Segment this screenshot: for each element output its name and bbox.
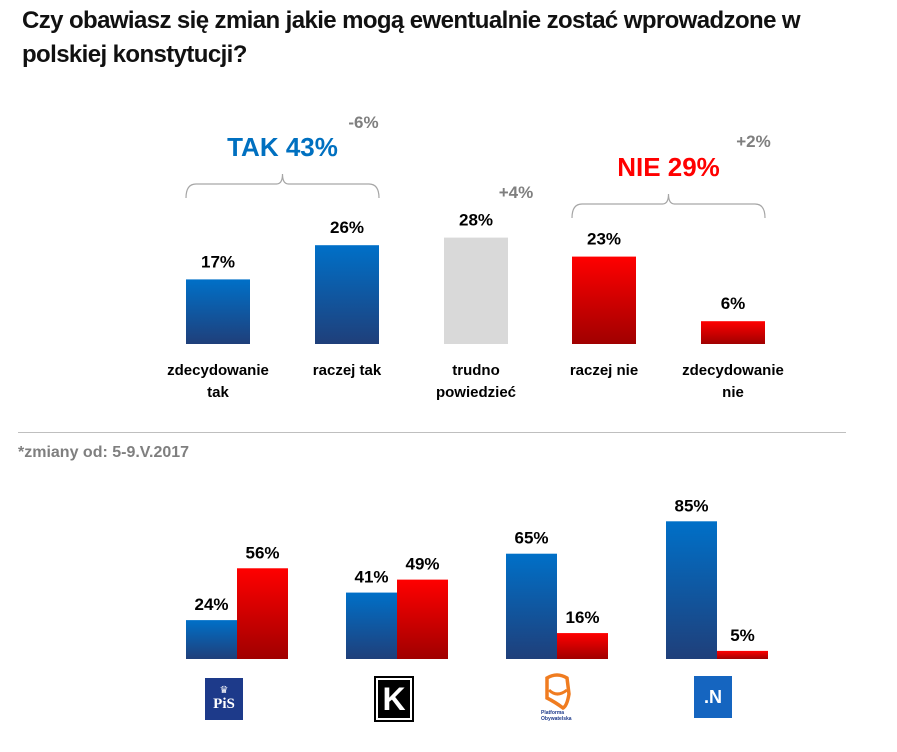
- po-text-1: Platforma: [541, 710, 564, 716]
- bar-4: [701, 321, 765, 344]
- value-label: 56%: [245, 543, 279, 562]
- nowoczesna-logo: .N: [694, 676, 732, 718]
- value-label: 23%: [587, 230, 621, 249]
- value-label: 85%: [674, 496, 708, 515]
- bar-2: [444, 237, 508, 344]
- kukiz-logo: K: [374, 676, 414, 722]
- category-label: raczej nie: [570, 362, 638, 379]
- bar-1: [315, 245, 379, 344]
- pis-logo-text: PiS: [213, 696, 235, 712]
- tak-bar: [346, 592, 397, 659]
- top-chart: 17% zdecydowanie tak 26% raczej tak 28% trudno…: [167, 113, 784, 401]
- value-label: 49%: [405, 555, 439, 574]
- group-brace: [571, 193, 766, 219]
- footnote: *zmiany od: 5-9.V.2017: [18, 444, 190, 461]
- group-label: NIE 29%: [617, 152, 720, 182]
- value-label: 65%: [514, 529, 548, 548]
- po-heart-icon: [545, 673, 571, 711]
- value-label: 24%: [194, 595, 228, 614]
- value-label: 28%: [459, 211, 493, 230]
- bar-3: [572, 256, 636, 344]
- n-logo-text: .N: [704, 686, 722, 707]
- kukiz-logo-text: K: [382, 681, 406, 717]
- nie-bar: [557, 633, 608, 659]
- value-label: 6%: [721, 294, 746, 313]
- po-logo: Platforma Obywatelska: [533, 672, 583, 722]
- category-label: raczej tak: [313, 362, 382, 379]
- chart-title: Czy obawiasz się zmian jakie mogą ewentu…: [22, 7, 801, 68]
- category-label: tak: [207, 384, 229, 401]
- nie-bar: [237, 568, 288, 659]
- tak-bar: [506, 553, 557, 659]
- group-change: +2%: [736, 132, 771, 151]
- nie-bar: [717, 650, 768, 659]
- value-label: 17%: [201, 252, 235, 271]
- group-change: -6%: [348, 113, 378, 132]
- divider: [18, 432, 846, 433]
- category-label: trudno: [452, 362, 499, 379]
- change-label: +4%: [499, 183, 534, 202]
- value-label: 41%: [354, 568, 388, 587]
- tak-bar: [186, 620, 237, 659]
- crown-icon: ♛: [219, 685, 229, 696]
- tak-bar: [666, 521, 717, 659]
- pis-logo: ♛ PiS: [205, 678, 243, 720]
- po-text-2: Obywatelska: [541, 716, 572, 722]
- nie-bar: [397, 579, 448, 659]
- category-label: zdecydowanie: [682, 362, 784, 379]
- group-brace: [185, 173, 380, 199]
- party-chart: 24% 56% 41% 49% 65% 16% 85% 5%: [186, 496, 768, 659]
- category-label: powiedzieć: [436, 384, 516, 401]
- category-label: nie: [722, 384, 744, 401]
- value-label: 16%: [565, 608, 599, 627]
- value-label: 5%: [730, 626, 755, 645]
- group-label: TAK 43%: [227, 132, 338, 162]
- bar-0: [186, 279, 250, 344]
- value-label: 26%: [330, 218, 364, 237]
- category-label: zdecydowanie: [167, 362, 269, 379]
